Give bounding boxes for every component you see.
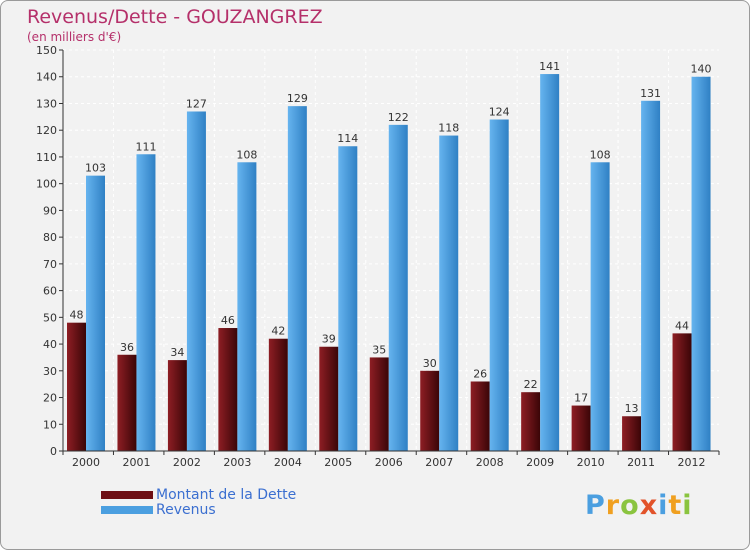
y-tick-label: 70: [43, 258, 57, 271]
data-label-revenus-2003: 108: [236, 148, 257, 161]
x-tick-label: 2002: [173, 456, 201, 469]
bar-dette-2007: [420, 370, 440, 451]
x-tick-label: 2007: [425, 456, 453, 469]
y-tick-label: 40: [43, 338, 57, 351]
legend-label-revenus: Revenus: [156, 502, 216, 518]
data-label-dette-2010: 17: [574, 392, 588, 405]
y-tick-label: 60: [43, 285, 57, 298]
chart-subtitle: (en milliers d'€): [27, 30, 122, 44]
data-label-revenus-2002: 127: [186, 97, 207, 110]
legend-swatch-revenus: [101, 506, 153, 514]
bar-dette-2003: [218, 328, 238, 451]
x-tick-label: 2004: [274, 456, 302, 469]
bar-dette-2004: [268, 338, 288, 451]
data-label-dette-2009: 22: [524, 378, 538, 391]
bar-dette-2012: [672, 333, 692, 451]
y-tick-label: 140: [36, 71, 57, 84]
logo-letter: x: [639, 490, 659, 521]
chart-title: Revenus/Dette - GOUZANGREZ: [27, 6, 323, 28]
y-tick-label: 130: [36, 97, 57, 110]
y-tick-label: 120: [36, 124, 57, 137]
legend-item-revenus: Revenus: [101, 502, 216, 518]
bar-revenus-2009: [540, 74, 560, 451]
x-tick-label: 2011: [627, 456, 655, 469]
proxiti-logo: Proxiti: [585, 490, 693, 521]
y-tick-label: 10: [43, 418, 57, 431]
x-tick-label: 2008: [476, 456, 504, 469]
bar-revenus-2010: [590, 162, 610, 451]
data-label-dette-2007: 30: [423, 357, 437, 370]
data-label-revenus-2010: 108: [590, 148, 611, 161]
y-tick-label: 100: [36, 178, 57, 191]
bar-revenus-2001: [136, 154, 156, 451]
data-label-revenus-2001: 111: [135, 140, 156, 153]
y-tick-label: 110: [36, 151, 57, 164]
bar-revenus-2004: [287, 106, 307, 451]
x-tick-label: 2005: [324, 456, 352, 469]
data-label-dette-2004: 42: [271, 325, 285, 338]
data-label-revenus-2000: 103: [85, 162, 106, 175]
y-tick-label: 0: [50, 445, 57, 458]
logo-letter: t: [668, 490, 683, 521]
bar-revenus-2011: [641, 100, 661, 451]
data-label-dette-2003: 46: [221, 314, 235, 327]
bar-revenus-2007: [439, 135, 459, 451]
y-tick-label: 20: [43, 392, 57, 405]
x-tick-label: 2009: [526, 456, 554, 469]
logo-letter: r: [605, 490, 621, 521]
bar-revenus-2012: [691, 76, 711, 451]
data-label-revenus-2006: 122: [388, 111, 409, 124]
bar-dette-2002: [167, 360, 187, 451]
data-label-dette-2005: 39: [322, 333, 336, 346]
legend-swatch-dette: [101, 491, 153, 499]
bar-dette-2010: [571, 405, 591, 451]
bar-revenus-2006: [388, 124, 408, 451]
x-tick-label: 2001: [122, 456, 150, 469]
legend-item-dette: Montant de la Dette: [101, 487, 296, 503]
logo-letter: o: [620, 490, 640, 521]
data-label-dette-2001: 36: [120, 341, 134, 354]
logo-letter: i: [658, 490, 669, 521]
bar-revenus-2000: [86, 175, 105, 451]
x-tick-label: 2012: [678, 456, 706, 469]
data-label-dette-2008: 26: [473, 367, 487, 380]
bar-dette-2006: [369, 357, 389, 451]
bar-dette-2008: [470, 381, 490, 451]
data-label-dette-2000: 48: [70, 309, 84, 322]
data-label-dette-2006: 35: [372, 343, 386, 356]
y-tick-label: 90: [43, 204, 57, 217]
bar-revenus-2005: [338, 146, 358, 452]
data-label-revenus-2012: 140: [691, 63, 712, 76]
data-label-dette-2012: 44: [675, 319, 689, 332]
legend-label-dette: Montant de la Dette: [156, 487, 297, 503]
bar-dette-2009: [521, 392, 541, 451]
y-tick-label: 30: [43, 365, 57, 378]
data-label-revenus-2005: 114: [337, 132, 358, 145]
x-tick-label: 2000: [72, 456, 100, 469]
logo-letter: i: [682, 490, 693, 521]
x-tick-label: 2010: [577, 456, 605, 469]
data-label-revenus-2009: 141: [539, 60, 560, 73]
x-tick-label: 2006: [375, 456, 403, 469]
y-tick-label: 150: [36, 44, 57, 57]
bar-revenus-2008: [489, 119, 509, 452]
x-tick-label: 2003: [223, 456, 251, 469]
data-label-revenus-2004: 129: [287, 92, 308, 105]
bar-dette-2000: [67, 322, 86, 451]
y-tick-label: 50: [43, 311, 57, 324]
data-label-revenus-2007: 118: [438, 122, 459, 135]
data-label-dette-2002: 34: [170, 346, 184, 359]
data-label-dette-2011: 13: [625, 402, 639, 415]
bar-revenus-2002: [186, 111, 206, 451]
bar-revenus-2003: [237, 162, 257, 451]
bar-dette-2011: [622, 416, 642, 451]
data-label-revenus-2011: 131: [640, 87, 661, 100]
logo-letter: P: [585, 490, 606, 521]
bar-dette-2001: [117, 354, 137, 451]
data-label-revenus-2008: 124: [489, 106, 510, 119]
bar-dette-2005: [319, 346, 339, 451]
y-tick-label: 80: [43, 231, 57, 244]
